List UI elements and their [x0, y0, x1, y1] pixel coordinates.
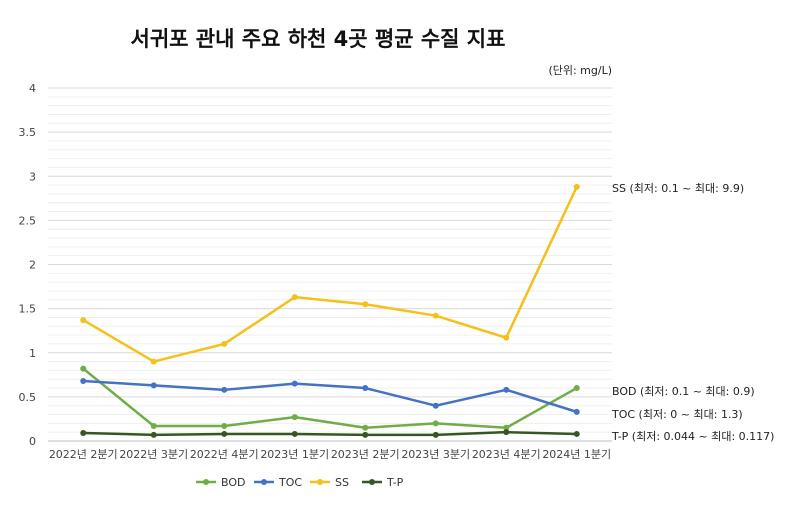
data-point: [503, 386, 510, 393]
annotation-ss: SS (최저: 0.1 ~ 최대: 9.9): [612, 182, 744, 195]
series-annotations: SS (최저: 0.1 ~ 최대: 9.9) BOD (최저: 0.1 ~ 최대:…: [611, 182, 774, 443]
data-point: [503, 424, 510, 431]
series-line-ss: [82, 186, 578, 363]
data-point: [362, 424, 369, 431]
y-tick-label: 0: [29, 435, 36, 448]
data-point: [573, 183, 580, 190]
data-point: [221, 340, 228, 347]
data-point: [503, 429, 510, 436]
legend-label: SS: [335, 476, 349, 489]
x-tick-label: 2022년 4분기: [190, 448, 259, 461]
legend: BOD TOC SS T-P: [196, 476, 404, 489]
data-point: [362, 385, 369, 392]
y-tick-label: 3.5: [19, 126, 37, 139]
legend-item-t-p: T-P: [362, 476, 404, 489]
annotation-t-p: T-P (최저: 0.044 ~ 최대: 0.117): [611, 430, 774, 443]
y-tick-label: 1.5: [19, 303, 37, 316]
annotation-bod: BOD (최저: 0.1 ~ 최대: 0.9): [612, 385, 755, 398]
y-tick-label: 4: [29, 82, 36, 95]
data-point: [573, 408, 580, 415]
series-line-toc: [83, 379, 578, 414]
y-tick-label: 3: [29, 170, 36, 183]
data-point: [432, 402, 439, 409]
data-point: [573, 385, 580, 392]
data-point: [150, 382, 157, 389]
legend-label: BOD: [221, 476, 245, 489]
legend-item-ss: SS: [310, 476, 349, 489]
legend-item-toc: TOC: [254, 476, 302, 489]
series-ss: [80, 183, 580, 365]
x-tick-label: 2022년 3분기: [119, 448, 188, 461]
data-point: [150, 431, 157, 438]
data-point: [291, 430, 298, 437]
series-line-t-p: [83, 430, 577, 437]
legend-marker: [369, 479, 375, 485]
legend-marker: [261, 479, 267, 485]
data-point: [221, 422, 228, 429]
legend-marker: [317, 479, 323, 485]
data-point: [432, 431, 439, 438]
series-lines: [80, 183, 580, 438]
x-tick-label: 2023년 1분기: [260, 448, 329, 461]
x-axis-tick-labels: 2022년 2분기 2022년 3분기 2022년 4분기 2023년 1분기 2023…: [49, 448, 611, 461]
data-point: [150, 422, 157, 429]
legend-label: TOC: [278, 476, 302, 489]
unit-label: (단위: mg/L): [548, 64, 612, 77]
y-tick-label: 2: [29, 259, 36, 272]
series-t-p: [80, 429, 580, 438]
chart-title: 서귀포 관내 주요 하천 4곳 평균 수질 지표: [131, 27, 506, 51]
legend-marker: [203, 479, 209, 485]
x-tick-label: 2022년 2분기: [49, 448, 118, 461]
data-point: [80, 430, 87, 437]
series-line-bod: [82, 367, 578, 430]
data-point: [503, 334, 510, 341]
data-point: [291, 294, 298, 301]
data-point: [221, 386, 228, 393]
data-point: [362, 301, 369, 308]
annotation-toc: TOC (최저: 0 ~ 최대: 1.3): [611, 408, 743, 421]
legend-item-bod: BOD: [196, 476, 245, 489]
x-tick-label: 2023년 2분기: [331, 448, 400, 461]
y-tick-label: 0.5: [19, 391, 37, 404]
data-point: [80, 377, 87, 384]
legend-label: T-P: [386, 476, 404, 489]
data-point: [432, 420, 439, 427]
data-point: [573, 430, 580, 437]
x-tick-label: 2023년 4분기: [472, 448, 541, 461]
series-toc: [80, 377, 580, 415]
y-axis-tick-labels: 0 0.5 1 1.5 2 2.5 3 3.5 4: [19, 82, 37, 448]
data-point: [291, 414, 298, 421]
data-point: [362, 431, 369, 438]
data-point: [150, 358, 157, 365]
data-point: [432, 312, 439, 319]
data-point: [80, 317, 87, 324]
data-point: [221, 430, 228, 437]
x-tick-label: 2024년 1분기: [542, 448, 611, 461]
y-tick-label: 1: [29, 347, 36, 360]
y-tick-label: 2.5: [19, 214, 37, 227]
data-point: [291, 380, 298, 387]
gridlines: [48, 87, 612, 442]
x-tick-label: 2023년 3분기: [401, 448, 470, 461]
series-bod: [80, 365, 580, 431]
data-point: [80, 365, 87, 372]
